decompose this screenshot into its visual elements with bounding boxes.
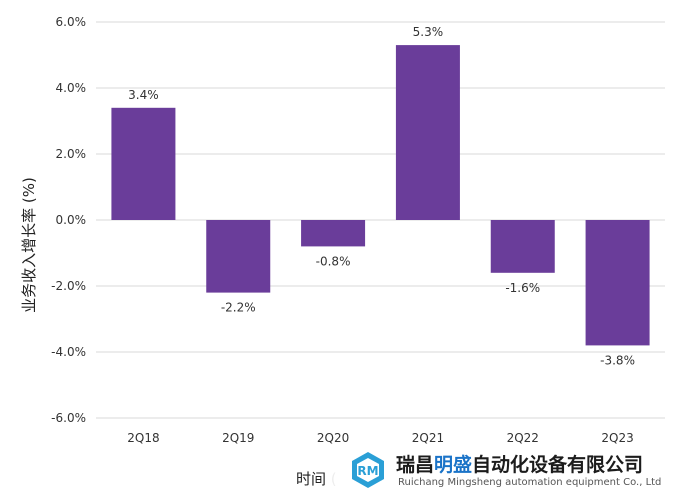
company-watermark: RM 瑞昌明盛自动化设备有限公司 Ruichang Mingsheng auto… [330,446,675,494]
bar [490,220,555,273]
gridlines [96,21,665,419]
data-label: -2.2% [221,301,256,315]
company-logo-icon: RM [352,452,384,488]
company-name-part2: 自动化设备有限公司 [472,454,644,476]
x-axis-ticks: 2Q18 2Q19 2Q20 2Q21 2Q22 2Q23 [127,431,634,445]
bars [111,45,650,346]
bar [585,220,650,346]
x-tick-label: 2Q18 [127,431,159,445]
x-tick-label: 2Q19 [222,431,254,445]
y-axis-title: 业务收入增长率 (%) [20,177,38,313]
company-english-name: Ruichang Mingsheng automation equipment … [398,477,662,488]
y-tick-label: 2.0% [56,147,87,161]
data-label: -1.6% [505,281,540,295]
y-tick-label: -4.0% [51,345,86,359]
x-tick-label: 2Q21 [412,431,444,445]
data-label: 5.3% [413,25,444,39]
x-tick-label: 2Q23 [601,431,633,445]
y-tick-label: -2.0% [51,279,86,293]
y-tick-label: 0.0% [56,213,87,227]
x-axis-title: 时间 ( [296,470,337,488]
x-tick-label: 2Q20 [317,431,349,445]
bar [206,220,271,293]
data-label: -0.8% [316,254,351,268]
y-tick-label: 6.0% [56,15,87,29]
bar [301,220,366,247]
data-label: 3.4% [128,88,159,102]
data-label: -3.8% [600,353,635,367]
y-tick-label: -6.0% [51,411,86,425]
bar [395,45,460,220]
y-axis-ticks: 6.0% 4.0% 2.0% 0.0% -2.0% -4.0% -6.0% [51,15,86,425]
bar [111,107,176,220]
company-name-highlight: 明盛 [434,454,473,476]
svg-text:RM: RM [357,464,378,478]
company-name: 瑞昌明盛自动化设备有限公司 [396,450,643,477]
x-tick-label: 2Q22 [507,431,539,445]
company-name-part1: 瑞昌 [396,454,435,476]
y-tick-label: 4.0% [56,81,87,95]
data-labels: 3.4% -2.2% -0.8% 5.3% -1.6% -3.8% [128,25,635,367]
